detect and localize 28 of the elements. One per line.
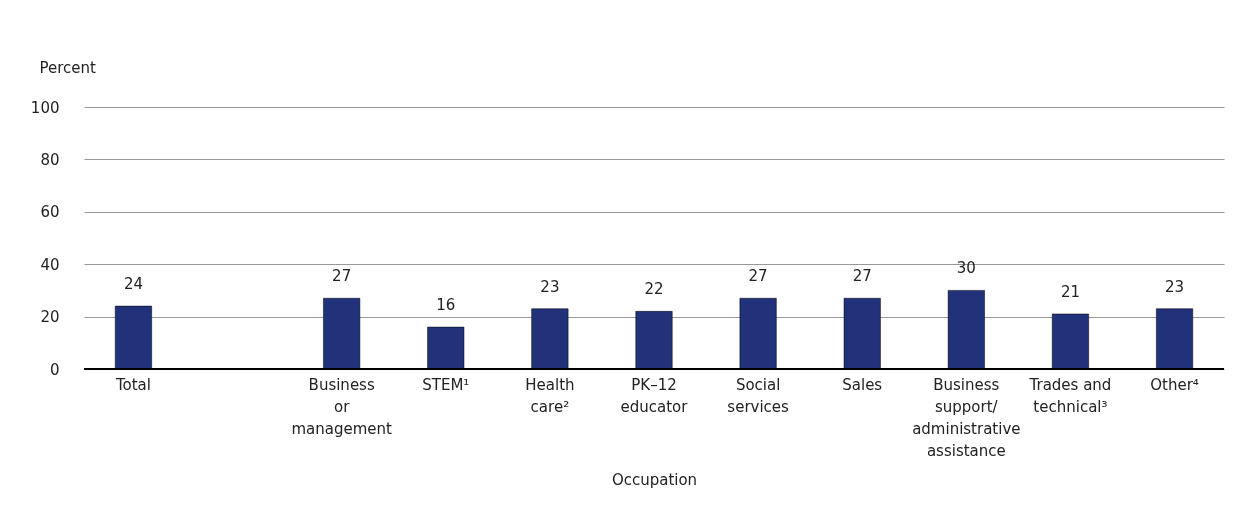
y-tick-label: 20 <box>40 308 60 327</box>
x-tick-label: PK–12 educator <box>620 375 689 416</box>
x-tick-label: Sales <box>842 375 883 394</box>
x-tick-label: Total <box>114 375 151 394</box>
data-label: 27 <box>852 267 872 286</box>
data-label: 30 <box>956 259 976 278</box>
y-tick-label: 0 <box>49 360 60 379</box>
x-tick-label: Other⁴ <box>1150 375 1199 394</box>
data-label: 24 <box>123 275 143 294</box>
y-tick-label: 60 <box>40 203 60 222</box>
x-tick-label: Business or management <box>291 375 393 438</box>
x-tick-label: Business support/ administrative assistance <box>912 375 1021 460</box>
x-tick-label: Trades and technical³ <box>1028 375 1112 416</box>
y-tick-label: 40 <box>40 255 60 274</box>
x-tick-label: Health care² <box>525 375 575 416</box>
data-label: 16 <box>436 296 456 315</box>
y-tick-label: 80 <box>40 150 60 169</box>
data-label: 23 <box>1165 277 1185 296</box>
data-label: 27 <box>748 267 768 286</box>
x-axis-title: Occupation <box>611 470 698 489</box>
y-axis-title: Percent <box>39 58 97 77</box>
data-label: 21 <box>1060 282 1080 301</box>
x-tick-label: Social services <box>727 375 790 416</box>
data-label: 23 <box>540 277 560 296</box>
y-tick-label: 100 <box>30 98 60 117</box>
data-label: 22 <box>644 280 664 299</box>
x-tick-label: STEM¹ <box>422 375 470 394</box>
data-label: 27 <box>332 267 352 286</box>
